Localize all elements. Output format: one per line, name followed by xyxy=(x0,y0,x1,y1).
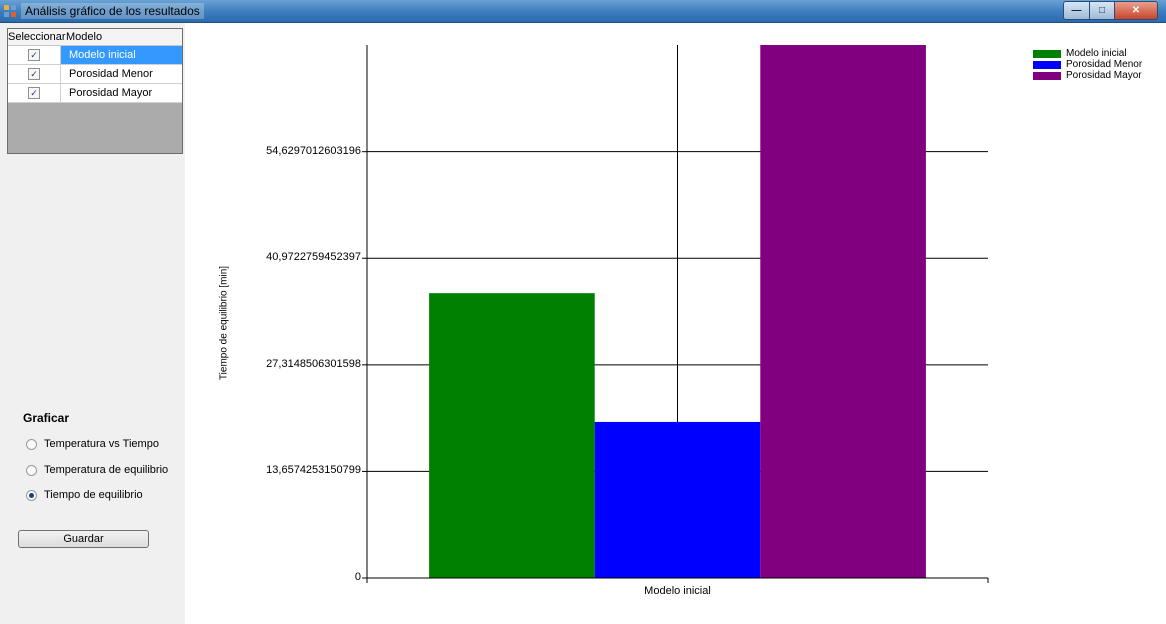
app-icon xyxy=(4,5,16,17)
legend-swatch xyxy=(1033,60,1061,69)
radio-temperatura-de-equilibrio[interactable]: Temperatura de equilibrio xyxy=(26,464,168,476)
x-tick-label: Modelo inicial xyxy=(644,585,711,597)
chart-legend: Modelo inicial Porosidad Menor Porosidad… xyxy=(1033,48,1142,81)
graficar-heading: Graficar xyxy=(23,411,70,425)
bar xyxy=(594,421,761,578)
radio-tiempo-de-equilibrio[interactable]: Tiempo de equilibrio xyxy=(26,489,143,501)
column-header-select[interactable]: Seleccionar xyxy=(8,31,66,43)
radio-label: Temperatura vs Tiempo xyxy=(44,438,159,450)
legend-item: Porosidad Mayor xyxy=(1033,70,1142,81)
select-cell[interactable]: ✓ xyxy=(8,84,61,102)
bar xyxy=(760,45,926,578)
window-title: Análisis gráfico de los resultados xyxy=(21,3,204,19)
window-controls: — □ ✕ xyxy=(1063,1,1158,20)
radio-button[interactable] xyxy=(26,489,37,501)
bar-chart xyxy=(362,45,989,583)
select-cell[interactable]: ✓ xyxy=(8,65,61,83)
minimize-button[interactable]: — xyxy=(1063,1,1090,20)
title-bar[interactable]: Análisis gráfico de los resultados — □ ✕ xyxy=(0,0,1166,23)
checkbox[interactable]: ✓ xyxy=(28,68,40,80)
radio-label: Temperatura de equilibrio xyxy=(44,464,169,476)
select-cell[interactable]: ✓ xyxy=(8,46,61,64)
y-tick-label: 0 xyxy=(354,571,361,583)
radio-button[interactable] xyxy=(26,438,37,450)
y-tick-label: 27,3148506301598 xyxy=(266,357,361,370)
radio-label: Tiempo de equilibrio xyxy=(44,489,143,501)
model-cell[interactable]: Porosidad Menor xyxy=(69,68,153,80)
chart-area: Tiempo de equilibrio [min] 0 13,657425315… xyxy=(185,23,1166,624)
model-cell[interactable]: Porosidad Mayor xyxy=(69,87,153,99)
checkbox[interactable]: ✓ xyxy=(28,49,40,61)
table-row[interactable]: ✓ Modelo inicial xyxy=(8,46,182,65)
checkbox[interactable]: ✓ xyxy=(28,87,40,99)
y-tick-label: 54,6297012603196 xyxy=(266,144,361,157)
table-row[interactable]: ✓ Porosidad Menor xyxy=(8,65,182,84)
column-header-model[interactable]: Modelo xyxy=(66,31,103,43)
y-tick-label: 40,9722759452397 xyxy=(266,251,361,264)
grid-header: Seleccionar Modelo xyxy=(8,29,182,46)
radio-temperatura-vs-tiempo[interactable]: Temperatura vs Tiempo xyxy=(26,438,159,450)
legend-swatch xyxy=(1033,49,1061,58)
legend-item: Modelo inicial xyxy=(1033,48,1142,59)
save-button[interactable]: Guardar xyxy=(18,530,149,548)
radio-button[interactable] xyxy=(26,464,37,476)
legend-label: Modelo inicial xyxy=(1066,48,1127,59)
legend-item: Porosidad Menor xyxy=(1033,59,1142,70)
legend-swatch xyxy=(1033,71,1061,80)
maximize-button[interactable]: □ xyxy=(1090,1,1115,20)
model-grid[interactable]: Seleccionar Modelo ✓ Modelo inicial ✓ Po… xyxy=(7,28,183,154)
bar xyxy=(429,293,595,578)
model-cell[interactable]: Modelo inicial xyxy=(61,46,182,64)
y-tick-label: 13,6574253150799 xyxy=(266,464,361,477)
legend-label: Porosidad Mayor xyxy=(1066,70,1142,81)
close-button[interactable]: ✕ xyxy=(1115,1,1158,20)
legend-label: Porosidad Menor xyxy=(1066,59,1143,70)
left-panel: Seleccionar Modelo ✓ Modelo inicial ✓ Po… xyxy=(0,23,185,624)
table-row[interactable]: ✓ Porosidad Mayor xyxy=(8,84,182,103)
